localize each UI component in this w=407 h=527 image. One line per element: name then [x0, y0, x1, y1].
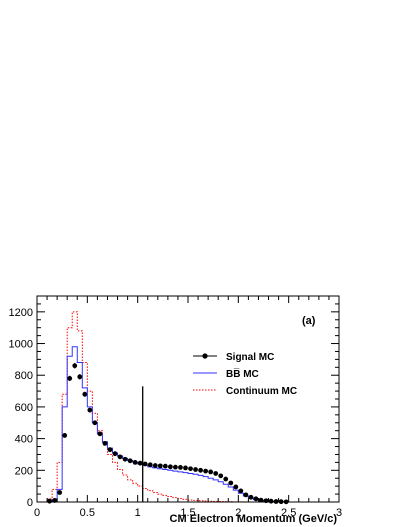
signal-mc-point	[112, 451, 118, 457]
signal-mc-point	[268, 498, 274, 504]
signal-mc-point	[238, 488, 244, 494]
signal-mc-point	[72, 363, 78, 369]
signal-mc-point	[82, 391, 88, 397]
signal-mc-point	[137, 460, 143, 466]
signal-mc-point	[62, 433, 68, 438]
y-tick-label: 600	[15, 402, 33, 414]
signal-mc-point	[183, 465, 188, 471]
x-tick-label: 2.5	[281, 507, 296, 519]
signal-mc-point	[122, 456, 128, 462]
x-tick-label: 1.5	[180, 507, 195, 519]
signal-mc-point	[117, 454, 123, 460]
y-tick-label: 0	[27, 497, 33, 509]
signal-mc-point	[228, 480, 234, 486]
y-tick-label: 1000	[9, 339, 33, 351]
legend-signal-label: Signal MC	[226, 352, 274, 363]
y-tick-label: 1200	[9, 307, 33, 319]
signal-mc-point	[188, 466, 193, 472]
signal-mc-point	[258, 497, 264, 503]
signal-mc-point	[157, 463, 163, 469]
signal-mc-point	[173, 464, 178, 470]
signal-mc-point	[132, 459, 138, 465]
y-tick-label: 400	[15, 434, 33, 446]
signal-mc-point	[203, 468, 209, 474]
x-tick-label: 3	[336, 507, 342, 519]
x-tick-label: 0.5	[80, 507, 95, 519]
signal-mc-point	[87, 407, 93, 413]
plot-area	[46, 311, 339, 505]
signal-mc-point	[127, 458, 133, 464]
legend-bb-label: BB̅ MC	[226, 368, 259, 380]
signal-mc-point	[248, 494, 254, 500]
signal-mc-point	[142, 461, 148, 467]
x-tick-label: 1	[135, 507, 141, 519]
signal-mc-point	[102, 440, 108, 446]
signal-mc-point	[147, 462, 153, 468]
x-tick-label: 0	[34, 507, 40, 519]
legend: Signal MC BB̅ MC Continuum MC	[193, 352, 297, 397]
signal-mc-point	[47, 498, 52, 504]
signal-mc-point	[92, 420, 98, 426]
signal-mc-point	[97, 431, 103, 437]
signal-mc-point	[243, 492, 249, 498]
signal-mc-point	[107, 447, 113, 453]
signal-mc-point	[193, 467, 198, 472]
signal-mc-point	[77, 374, 83, 380]
signal-mc-point	[233, 484, 239, 490]
signal-mc-point	[57, 490, 63, 495]
y-tick-label: 200	[15, 465, 33, 477]
legend-continuum-label: Continuum MC	[226, 386, 297, 397]
x-tick-label: 2	[235, 507, 241, 519]
signal-mc-point	[198, 467, 203, 473]
signal-mc-point	[162, 463, 168, 469]
x-axis-title: CM Electron Momentum (GeV/c)	[170, 513, 338, 525]
axes: 0 0.5 1 1.5 2 2.5 3 0 200 400 600 800 1000 1200	[9, 295, 342, 519]
signal-mc-point	[152, 463, 158, 468]
signal-mc-point	[253, 496, 259, 502]
signal-mc-point	[218, 473, 224, 479]
panel-label: (a)	[302, 315, 316, 327]
signal-mc-point	[213, 471, 219, 476]
y-tick-label: 800	[15, 370, 33, 382]
signal-mc-point	[67, 376, 73, 381]
signal-mc-point	[167, 464, 173, 470]
signal-mc-point	[223, 476, 229, 482]
legend-signal-marker	[202, 353, 208, 359]
signal-mc-point	[178, 465, 183, 470]
signal-mc-point	[208, 469, 214, 475]
